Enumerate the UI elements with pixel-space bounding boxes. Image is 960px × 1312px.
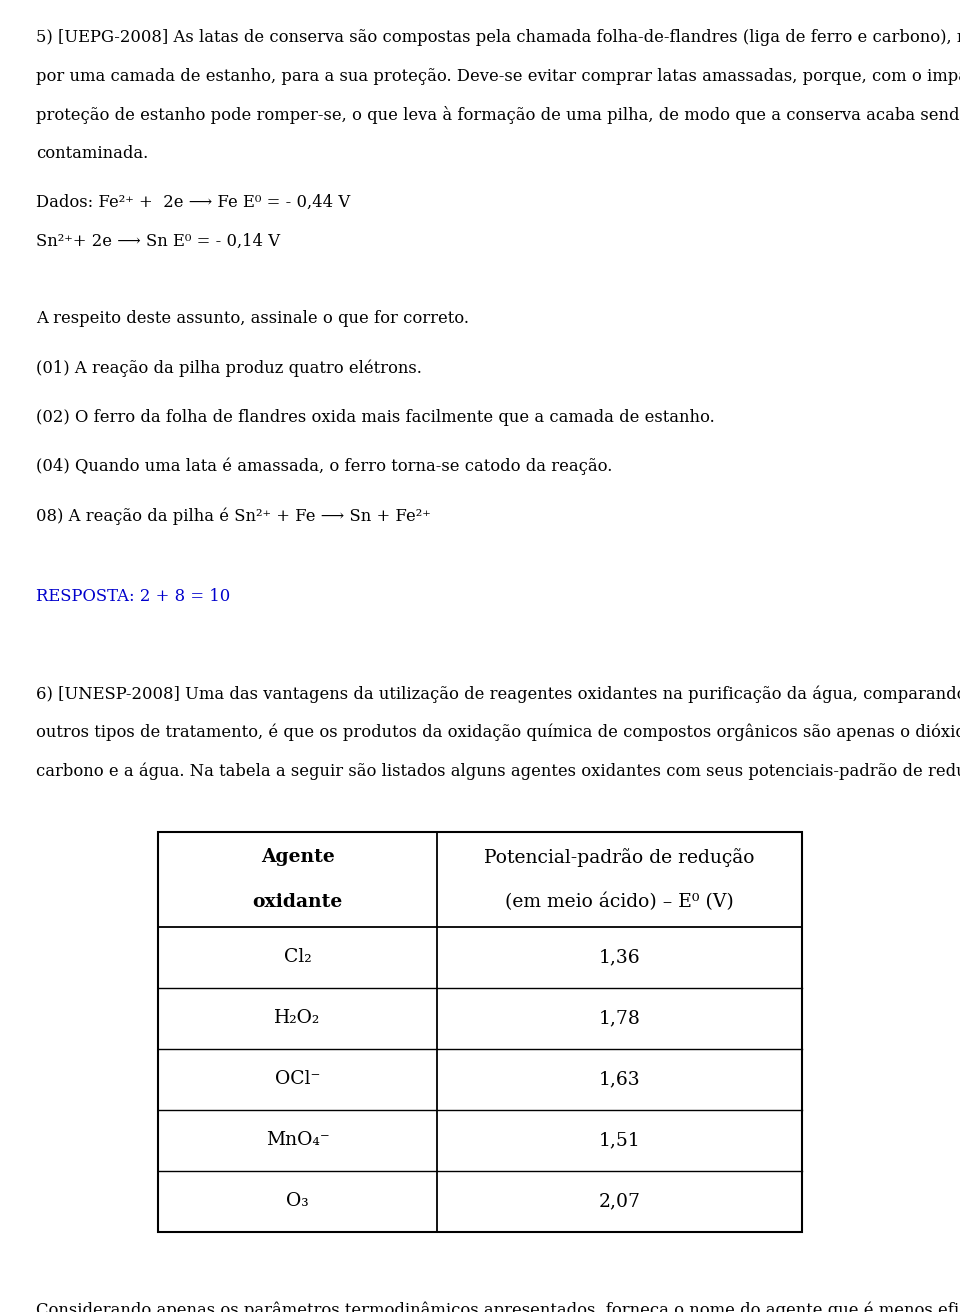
- Text: H₂O₂: H₂O₂: [275, 1009, 321, 1027]
- Text: Considerando apenas os parâmetros termodinâmicos apresentados, forneça o nome do: Considerando apenas os parâmetros termod…: [36, 1302, 960, 1312]
- Text: MnO₄⁻: MnO₄⁻: [266, 1131, 329, 1149]
- Text: OCl⁻: OCl⁻: [275, 1071, 321, 1088]
- Text: (em meio ácido) – E⁰ (V): (em meio ácido) – E⁰ (V): [505, 892, 733, 911]
- Text: carbono e a água. Na tabela a seguir são listados alguns agentes oxidantes com s: carbono e a água. Na tabela a seguir são…: [36, 762, 960, 781]
- Text: Cl₂: Cl₂: [284, 949, 311, 966]
- Text: (04) Quando uma lata é amassada, o ferro torna-se catodo da reação.: (04) Quando uma lata é amassada, o ferro…: [36, 458, 612, 475]
- Text: por uma camada de estanho, para a sua proteção. Deve-se evitar comprar latas ama: por uma camada de estanho, para a sua pr…: [36, 67, 960, 84]
- Text: 1,78: 1,78: [598, 1009, 640, 1027]
- Bar: [158, 832, 802, 1232]
- Text: 1,36: 1,36: [598, 949, 640, 966]
- Text: 1,63: 1,63: [598, 1071, 640, 1088]
- Text: 5) [UEPG-2008] As latas de conserva são compostas pela chamada folha-de-flandres: 5) [UEPG-2008] As latas de conserva são …: [36, 29, 960, 46]
- Text: (01) A reação da pilha produz quatro elétrons.: (01) A reação da pilha produz quatro elé…: [36, 359, 422, 377]
- Text: 08) A reação da pilha é Sn²⁺ + Fe ⟶ Sn + Fe²⁺: 08) A reação da pilha é Sn²⁺ + Fe ⟶ Sn +…: [36, 506, 431, 525]
- Text: contaminada.: contaminada.: [36, 144, 149, 161]
- Text: 1,51: 1,51: [598, 1131, 640, 1149]
- Text: Sn²⁺+ 2e ⟶ Sn E⁰ = - 0,14 V: Sn²⁺+ 2e ⟶ Sn E⁰ = - 0,14 V: [36, 232, 280, 249]
- Text: proteção de estanho pode romper-se, o que leva à formação de uma pilha, de modo : proteção de estanho pode romper-se, o qu…: [36, 106, 960, 125]
- Text: 2,07: 2,07: [598, 1193, 640, 1210]
- Text: RESPOSTA: 2 + 8 = 10: RESPOSTA: 2 + 8 = 10: [36, 588, 230, 605]
- Text: O₃: O₃: [286, 1193, 309, 1210]
- Text: 6) [UNESP-2008] Uma das vantagens da utilização de reagentes oxidantes na purifi: 6) [UNESP-2008] Uma das vantagens da uti…: [36, 685, 960, 703]
- Text: A respeito deste assunto, assinale o que for correto.: A respeito deste assunto, assinale o que…: [36, 310, 469, 327]
- Text: oxidante: oxidante: [252, 892, 343, 911]
- Text: Dados: Fe²⁺ +  2e ⟶ Fe E⁰ = - 0,44 V: Dados: Fe²⁺ + 2e ⟶ Fe E⁰ = - 0,44 V: [36, 194, 350, 211]
- Text: Potencial-padrão de redução: Potencial-padrão de redução: [484, 848, 755, 867]
- Text: (02) O ferro da folha de flandres oxida mais facilmente que a camada de estanho.: (02) O ferro da folha de flandres oxida …: [36, 408, 715, 425]
- Text: Agente: Agente: [261, 848, 334, 866]
- Text: outros tipos de tratamento, é que os produtos da oxidação química de compostos o: outros tipos de tratamento, é que os pro…: [36, 724, 960, 741]
